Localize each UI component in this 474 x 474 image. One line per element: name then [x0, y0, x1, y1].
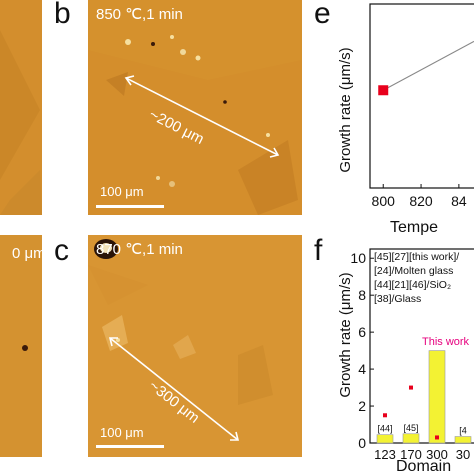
condition-label-c: 870 ℃,1 min: [96, 241, 183, 258]
left-partial-label: 0 μm: [12, 245, 42, 262]
micrograph-b: 850 ℃,1 min ~200 μm 100 μm: [88, 0, 302, 215]
chart-f-legend-entry: [45][27][this work]/: [374, 251, 459, 263]
chart-f-legend-entry: [24]/Molten glass: [374, 265, 453, 277]
chart-e-data-point: [378, 85, 389, 96]
micrograph-c: 870 ℃,1 min ~300 μm 100 μm: [88, 235, 302, 457]
chart-f-y-tick-label: 6: [358, 324, 366, 340]
chart-e-x-tick-label: 820: [409, 193, 433, 209]
chart-e-y-axis-label: Growth rate (μm/s): [337, 47, 354, 172]
panel-label-c: c: [54, 234, 69, 267]
scale-label-b: 100 μm: [100, 184, 144, 199]
chart-f-bar: [454, 436, 472, 444]
chart-f-frame: [369, 248, 474, 444]
chart-f-bar-label: [45]: [403, 423, 418, 433]
chart-e-trend-line: [382, 40, 474, 91]
chart-f-y-tick-label: 0: [358, 435, 366, 451]
chart-f-red-point: [435, 435, 439, 440]
chart-f-legend-entry: [38]/Glass: [374, 293, 421, 305]
chart-f-bar-label: [4: [459, 426, 467, 436]
panel-label-b: b: [54, 0, 71, 30]
chart-f-y-tick-label: 8: [358, 287, 366, 303]
scale-label-c: 100 μm: [100, 425, 144, 440]
chart-e-x-tick-label: 800: [372, 193, 396, 209]
panel-label-f: f: [314, 234, 323, 267]
condition-label-b: 850 ℃,1 min: [96, 6, 183, 23]
dark-spot: [22, 345, 28, 351]
chart-f-red-point: [409, 385, 413, 390]
chart-f-y-tick-label: 4: [358, 361, 366, 377]
chart-f-bar: [376, 434, 394, 444]
chart-f-x-tick-label: 123: [374, 447, 396, 462]
chart-f-x-axis-label: Domain: [396, 458, 451, 474]
chart-f-bar: [428, 350, 446, 444]
chart-f-bar: [402, 433, 420, 444]
chart-f-x-tick-label: 300: [426, 447, 448, 462]
this-work-annotation: This work: [422, 336, 470, 348]
chart-e-x-tick-label: 84: [451, 193, 467, 209]
panel-label-e: e: [314, 0, 331, 30]
chart-f-y-axis-label: Growth rate (μm/s): [337, 272, 354, 397]
chart-e-x-axis-label: Tempe: [390, 219, 438, 235]
scale-bar-b: [96, 205, 164, 208]
chart-f-x-tick-label: 30: [456, 447, 470, 462]
left-micrograph-bottom: 0 μm: [0, 235, 42, 457]
left-micrograph-top: [0, 0, 42, 215]
growth-rate-vs-domain-chart: 0 2 4 6 8 10 123 170 300 30 [44] [45] [4 [45][27][t…: [337, 248, 474, 474]
chart-f-y-tick-label: 2: [358, 398, 366, 414]
chart-f-red-point: [383, 413, 387, 418]
scale-bar-c: [96, 445, 164, 448]
growth-rate-vs-temperature-chart: 800 820 84 Growth rate (μm/s) Tempe: [337, 3, 474, 235]
chart-f-x-tick-label: 170: [400, 447, 422, 462]
chart-f-bar-label: [44]: [377, 424, 392, 434]
chart-f-y-tick-label: 10: [350, 250, 366, 266]
chart-e-frame: [369, 3, 474, 189]
chart-f-legend-entry: [44][21][46]/SiO₂: [374, 279, 451, 291]
